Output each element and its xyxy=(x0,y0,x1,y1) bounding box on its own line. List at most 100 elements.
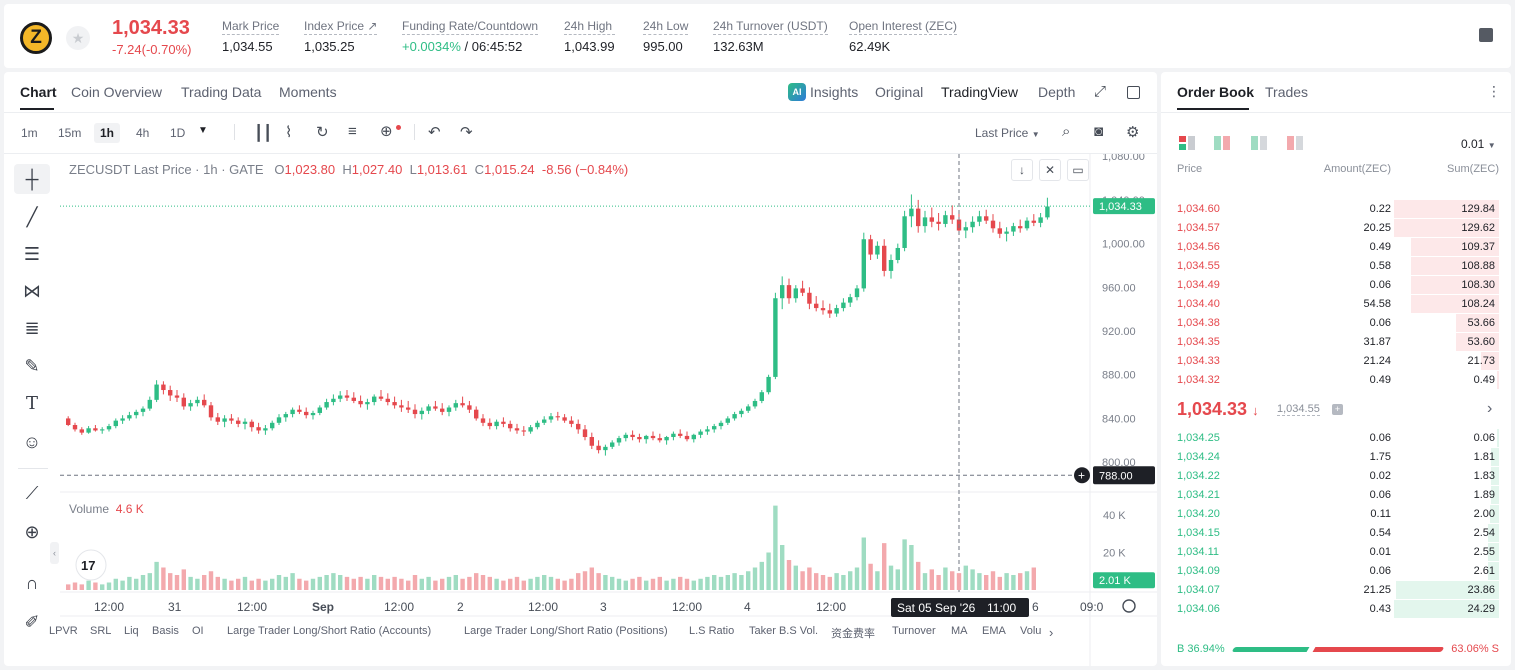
settings-gear-icon[interactable]: ⚙ xyxy=(1126,124,1140,141)
crosshair-tool-icon[interactable]: ┼ xyxy=(14,164,50,194)
view-bids-icon[interactable] xyxy=(1251,136,1267,150)
bid-row[interactable]: 1,034.22 0.02 1.83 xyxy=(1161,467,1511,486)
favorite-star-icon[interactable]: ★ xyxy=(66,26,90,50)
bid-row[interactable]: 1,034.07 21.25 23.86 xyxy=(1161,581,1511,600)
volume-bar xyxy=(956,573,962,590)
indicator-ema[interactable]: EMA xyxy=(982,625,1006,637)
template-icon[interactable]: ≡ xyxy=(348,123,357,140)
timeframe-1h[interactable]: 1h xyxy=(94,123,121,143)
ask-price: 1,034.60 xyxy=(1177,203,1220,215)
bid-row[interactable]: 1,034.20 0.11 2.00 xyxy=(1161,505,1511,524)
view-original[interactable]: Original xyxy=(875,84,924,100)
more-options-icon[interactable]: ⋮ xyxy=(1487,83,1501,99)
camera-icon[interactable]: ◙ xyxy=(1094,123,1104,140)
indicator-turnover[interactable]: Turnover xyxy=(892,625,936,637)
bid-row[interactable]: 1,034.24 1.75 1.81 xyxy=(1161,448,1511,467)
ask-row[interactable]: 1,034.35 31.87 53.60 xyxy=(1161,333,1511,352)
legend-fullscreen-icon[interactable]: ✕ xyxy=(1039,159,1061,181)
ask-row[interactable]: 1,034.38 0.06 53.66 xyxy=(1161,314,1511,333)
active-tab-underline xyxy=(1177,108,1249,110)
magnet-tool-icon[interactable]: ∩ xyxy=(25,573,39,593)
indicator-scroll-right-icon[interactable]: › xyxy=(1049,625,1054,640)
indicator-lt-ratio-positions[interactable]: Large Trader Long/Short Ratio (Positions… xyxy=(464,625,668,637)
bid-row[interactable]: 1,034.11 0.01 2.55 xyxy=(1161,543,1511,562)
pattern-tool-icon[interactable]: ⋈ xyxy=(23,281,41,301)
indicator-ls-ratio[interactable]: L.S Ratio xyxy=(689,625,735,637)
indicator-lt-ratio-accounts[interactable]: Large Trader Long/Short Ratio (Accounts) xyxy=(227,625,432,637)
view-asks-icon[interactable] xyxy=(1287,136,1303,150)
trend-line-tool-icon[interactable]: ╱ xyxy=(26,207,38,227)
fullscreen-icon[interactable]: ⤢ xyxy=(1094,83,1107,100)
ruler-tool-icon[interactable]: ⟋ xyxy=(25,483,39,503)
add-indicator-icon[interactable]: ⊕ xyxy=(380,123,393,140)
stat-index-price[interactable]: Index Price ↗ 1,035.25 xyxy=(304,19,378,54)
view-split-icon[interactable] xyxy=(1214,136,1230,150)
price-type-select[interactable]: Last Price ▼ xyxy=(975,126,1040,140)
window-icon[interactable] xyxy=(1127,86,1140,99)
tab-moments[interactable]: Moments xyxy=(279,84,337,100)
tab-coin-overview[interactable]: Coin Overview xyxy=(71,84,163,100)
view-both-icon[interactable] xyxy=(1179,136,1195,150)
legend-restore-icon[interactable]: ▭ xyxy=(1067,159,1089,181)
tab-trades[interactable]: Trades xyxy=(1265,84,1309,100)
timeframe-1d[interactable]: 1D xyxy=(170,126,186,140)
timeframe-15m[interactable]: 15m xyxy=(58,126,82,140)
volume-bar xyxy=(168,573,173,590)
text-tool-icon[interactable]: T xyxy=(25,393,38,414)
view-depth[interactable]: Depth xyxy=(1038,84,1076,100)
depth-bar xyxy=(1487,524,1499,542)
indicator-taker-bs-vol[interactable]: Taker B.S Vol. xyxy=(749,625,819,637)
tab-chart[interactable]: Chart xyxy=(20,84,57,100)
candle-type-icon[interactable]: ┃┃ xyxy=(254,125,273,142)
candle-body xyxy=(841,302,846,309)
chevron-right-icon[interactable]: › xyxy=(1487,400,1493,417)
indicator-ma[interactable]: MA xyxy=(951,625,968,637)
indicator-srl[interactable]: SRL xyxy=(90,625,112,637)
book-icon[interactable] xyxy=(1479,28,1493,42)
undo-icon[interactable]: ↶ xyxy=(428,124,441,141)
zoom-in-tool-icon[interactable]: ⊕ xyxy=(24,522,40,542)
ask-row[interactable]: 1,034.56 0.49 109.37 xyxy=(1161,238,1511,257)
ask-row[interactable]: 1,034.57 20.25 129.62 xyxy=(1161,219,1511,238)
lock-drawing-icon[interactable]: ✐ xyxy=(24,612,40,632)
indicator-lpvr[interactable]: LPVR xyxy=(49,625,78,637)
bid-row[interactable]: 1,034.09 0.06 2.61 xyxy=(1161,562,1511,581)
collapse-toolbar-icon[interactable]: ‹ xyxy=(50,542,59,564)
bid-row[interactable]: 1,034.06 0.43 24.29 xyxy=(1161,600,1511,619)
brush-tool-icon[interactable]: ✎ xyxy=(24,356,40,376)
bid-row[interactable]: 1,034.15 0.54 2.54 xyxy=(1161,524,1511,543)
precision-select[interactable]: 0.01 ▼ xyxy=(1461,137,1496,151)
indicator-volume[interactable]: Volu xyxy=(1020,625,1042,637)
indicators-icon[interactable]: ⌇ xyxy=(285,124,293,141)
redo-icon[interactable]: ↷ xyxy=(460,124,473,141)
emoji-tool-icon[interactable]: ☺ xyxy=(22,432,42,452)
legend-collapse-icon[interactable]: ↓ xyxy=(1011,159,1033,181)
ask-row[interactable]: 1,034.32 0.49 0.49 xyxy=(1161,371,1511,390)
candlestick-chart[interactable]: 1,080.001,040.001,000.00960.00920.00880.… xyxy=(60,154,1157,666)
bid-row[interactable]: 1,034.21 0.06 1.89 xyxy=(1161,486,1511,505)
ask-row[interactable]: 1,034.55 0.58 108.88 xyxy=(1161,257,1511,276)
replay-icon[interactable]: ↻ xyxy=(316,124,329,141)
timeframe-1m[interactable]: 1m xyxy=(21,126,38,140)
indicator-funding-rate[interactable]: 资金费率 xyxy=(831,628,875,640)
ask-row[interactable]: 1,034.60 0.22 129.84 xyxy=(1161,200,1511,219)
view-insights[interactable]: Insights xyxy=(810,84,859,100)
view-tradingview[interactable]: TradingView xyxy=(941,84,1019,100)
volume-bar xyxy=(256,578,261,590)
tab-trading-data[interactable]: Trading Data xyxy=(181,84,262,100)
bid-sum: 24.29 xyxy=(1467,603,1495,615)
indicator-liq[interactable]: Liq xyxy=(124,625,139,637)
search-icon[interactable]: ⌕ xyxy=(1062,123,1071,140)
ask-row[interactable]: 1,034.33 21.24 21.73 xyxy=(1161,352,1511,371)
ask-row[interactable]: 1,034.49 0.06 108.30 xyxy=(1161,276,1511,295)
tab-order-book[interactable]: Order Book xyxy=(1177,84,1255,100)
horizontal-lines-tool-icon[interactable]: ☰ xyxy=(23,244,41,264)
indicator-basis[interactable]: Basis xyxy=(152,625,179,637)
ask-row[interactable]: 1,034.40 54.58 108.24 xyxy=(1161,295,1511,314)
volume-bar xyxy=(800,571,805,590)
timeframe-dropdown-icon[interactable]: ▼ xyxy=(198,125,208,136)
fib-tool-icon[interactable]: ≣ xyxy=(24,318,40,338)
indicator-oi[interactable]: OI xyxy=(192,625,204,637)
bid-row[interactable]: 1,034.25 0.06 0.06 xyxy=(1161,429,1511,448)
timeframe-4h[interactable]: 4h xyxy=(136,126,150,140)
